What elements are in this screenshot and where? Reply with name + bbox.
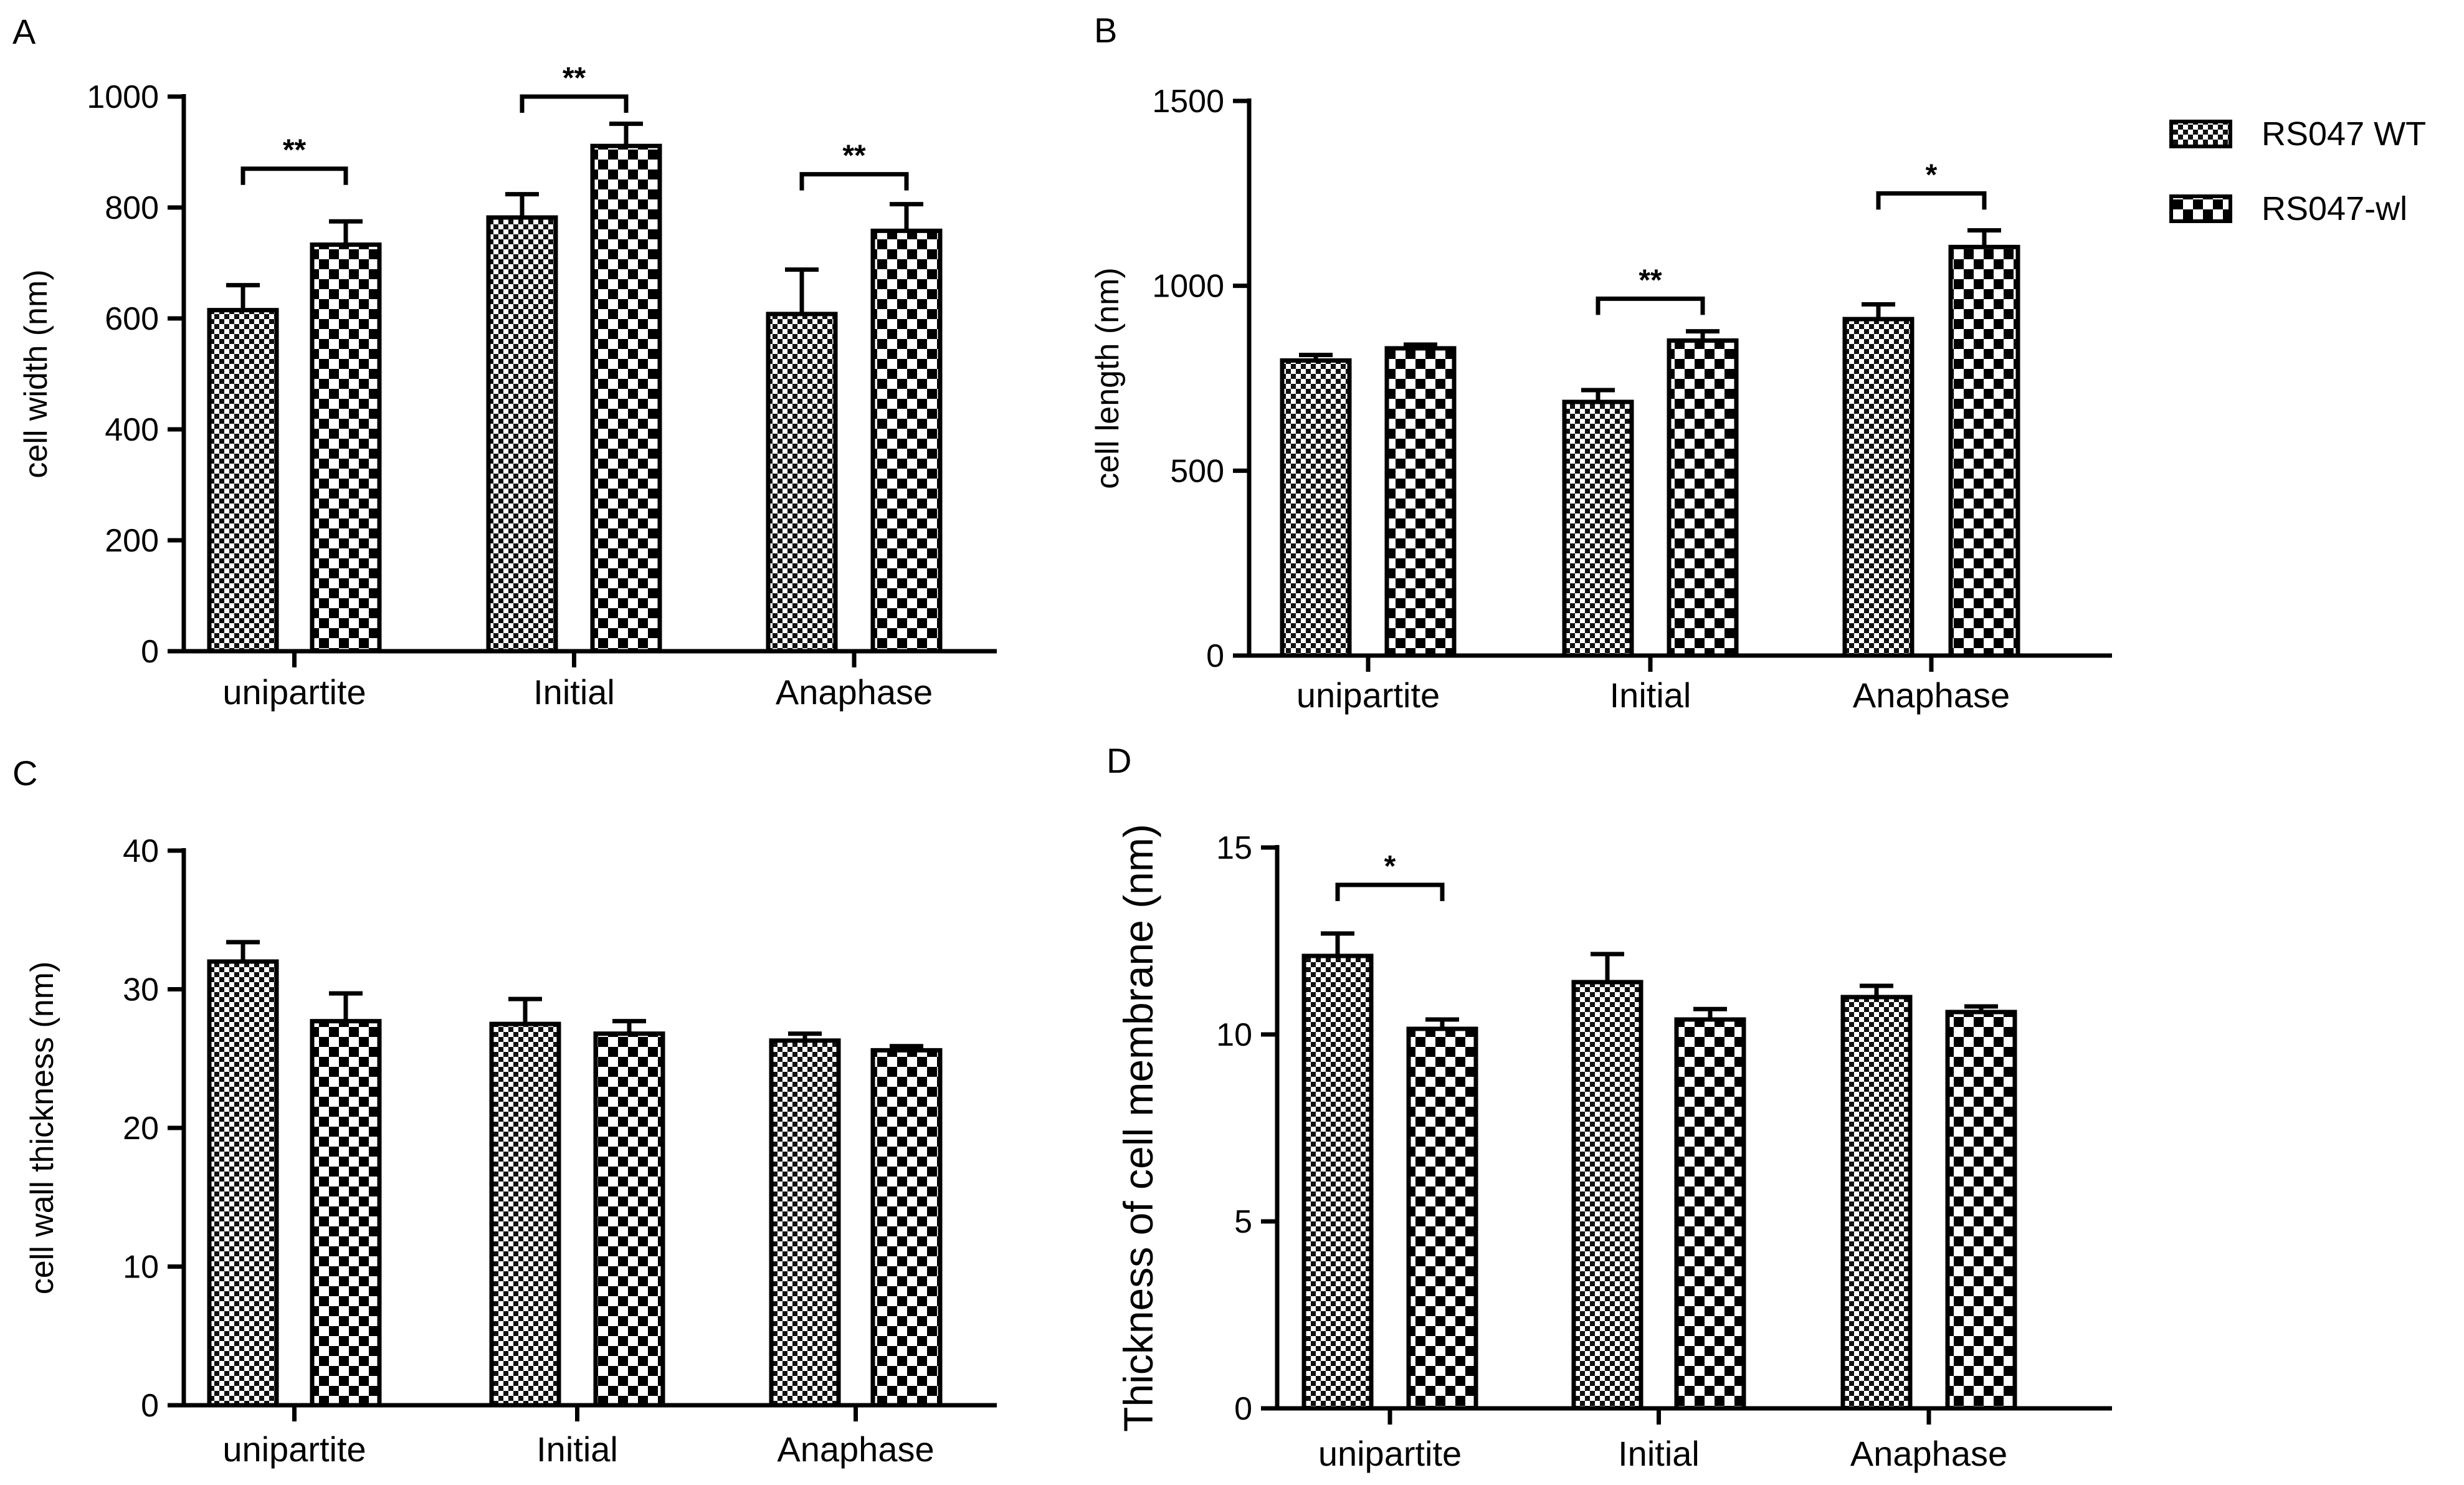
bar <box>1562 399 1634 658</box>
legend-item-wt: RS047 WT <box>2169 115 2426 153</box>
panel-c: 0 10 20 30 40 unipartite Initial Anaphase cell w… <box>24 833 997 1469</box>
bar <box>207 308 279 654</box>
bar <box>1406 1026 1478 1411</box>
bar <box>1280 358 1352 658</box>
x-tick-label: Anaphase <box>1853 676 2010 715</box>
significance-label: * <box>1384 850 1396 883</box>
significance-label: ** <box>1639 264 1662 297</box>
panel-label-a: A <box>12 12 36 51</box>
legend-swatch-wt <box>2169 120 2232 148</box>
panel-a: ** ** ** 0 200 400 600 800 1000 unipartite Initial… <box>18 62 997 712</box>
y-axis-label: cell width (nm) <box>18 269 54 478</box>
y-tick-label: 15 <box>1216 830 1252 866</box>
bar <box>1674 1017 1746 1411</box>
y-axis-label: cell wall thickness (nm) <box>24 962 60 1295</box>
bar <box>1945 1010 2017 1411</box>
x-tick-label: Anaphase <box>1850 1434 2007 1473</box>
x-tick-label: Anaphase <box>776 672 933 712</box>
significance-label: ** <box>563 62 586 95</box>
y-axis-label: cell length (nm) <box>1090 267 1126 489</box>
y-tick-label: 200 <box>105 523 159 559</box>
bar <box>593 1031 665 1408</box>
bar <box>870 228 943 654</box>
bar <box>486 215 558 654</box>
y-tick-label: 1000 <box>87 79 159 115</box>
panel-label-c: C <box>12 753 37 793</box>
y-tick-label: 10 <box>123 1249 159 1286</box>
panel-d: * 0 5 10 15 unipartite Initial Anaphase Thicknes… <box>1115 824 2112 1473</box>
bar <box>590 143 662 654</box>
x-tick-label: unipartite <box>222 1430 366 1469</box>
x-tick-label: unipartite <box>1318 1434 1462 1473</box>
bar <box>1840 995 1913 1411</box>
panel-label-d: D <box>1106 741 1131 780</box>
significance-label: ** <box>283 134 307 167</box>
legend-label-wl: RS047-wl <box>2262 190 2407 227</box>
bar <box>769 1038 841 1408</box>
bar <box>1384 346 1457 658</box>
significance-bracket <box>1876 191 1987 210</box>
y-tick-label: 30 <box>123 972 159 1008</box>
x-tick-label: Initial <box>1618 1434 1700 1473</box>
significance-bracket <box>799 172 909 191</box>
significance-bracket <box>1596 296 1705 315</box>
x-tick-label: unipartite <box>222 672 366 712</box>
y-tick-label: 0 <box>1206 638 1224 674</box>
y-tick-label: 5 <box>1234 1204 1252 1240</box>
bar <box>1948 244 2020 658</box>
y-tick-label: 40 <box>123 833 159 869</box>
significance-label: ** <box>842 140 866 173</box>
legend-swatch-wl <box>2169 194 2232 223</box>
panel-label-b: B <box>1094 11 1117 50</box>
y-tick-label: 500 <box>1170 453 1224 489</box>
x-tick-label: Initial <box>533 672 615 712</box>
bar <box>1667 338 1739 658</box>
bar <box>766 312 838 654</box>
bar <box>310 242 382 654</box>
significance-label: * <box>1926 158 1938 191</box>
significance-bracket <box>1335 882 1445 901</box>
significance-bracket <box>520 94 629 113</box>
y-tick-label: 10 <box>1216 1017 1252 1053</box>
y-tick-label: 20 <box>123 1110 159 1147</box>
bar <box>1842 317 1915 658</box>
legend-label-wt: RS047 WT <box>2262 115 2426 153</box>
y-tick-label: 0 <box>1234 1391 1252 1427</box>
bar <box>1571 980 1643 1411</box>
legend: RS047 WT RS047-wl <box>2169 115 2426 227</box>
bar <box>489 1021 561 1408</box>
x-tick-label: unipartite <box>1296 676 1440 715</box>
bar <box>870 1048 943 1408</box>
y-axis-label: Thickness of cell membrane (nm) <box>1115 824 1161 1432</box>
x-tick-label: Initial <box>536 1430 618 1469</box>
x-tick-label: Anaphase <box>777 1430 934 1469</box>
legend-item-wl: RS047-wl <box>2169 190 2407 227</box>
y-tick-label: 0 <box>141 634 159 670</box>
y-tick-label: 1000 <box>1152 269 1224 305</box>
y-tick-label: 1500 <box>1152 84 1224 120</box>
bar <box>310 1019 382 1408</box>
x-tick-label: Initial <box>1610 676 1691 715</box>
y-tick-label: 0 <box>141 1388 159 1424</box>
y-tick-label: 800 <box>105 190 159 226</box>
significance-bracket <box>240 166 348 185</box>
y-tick-label: 400 <box>105 412 159 448</box>
bar <box>1301 953 1374 1411</box>
y-tick-label: 600 <box>105 301 159 337</box>
bar <box>207 959 279 1408</box>
